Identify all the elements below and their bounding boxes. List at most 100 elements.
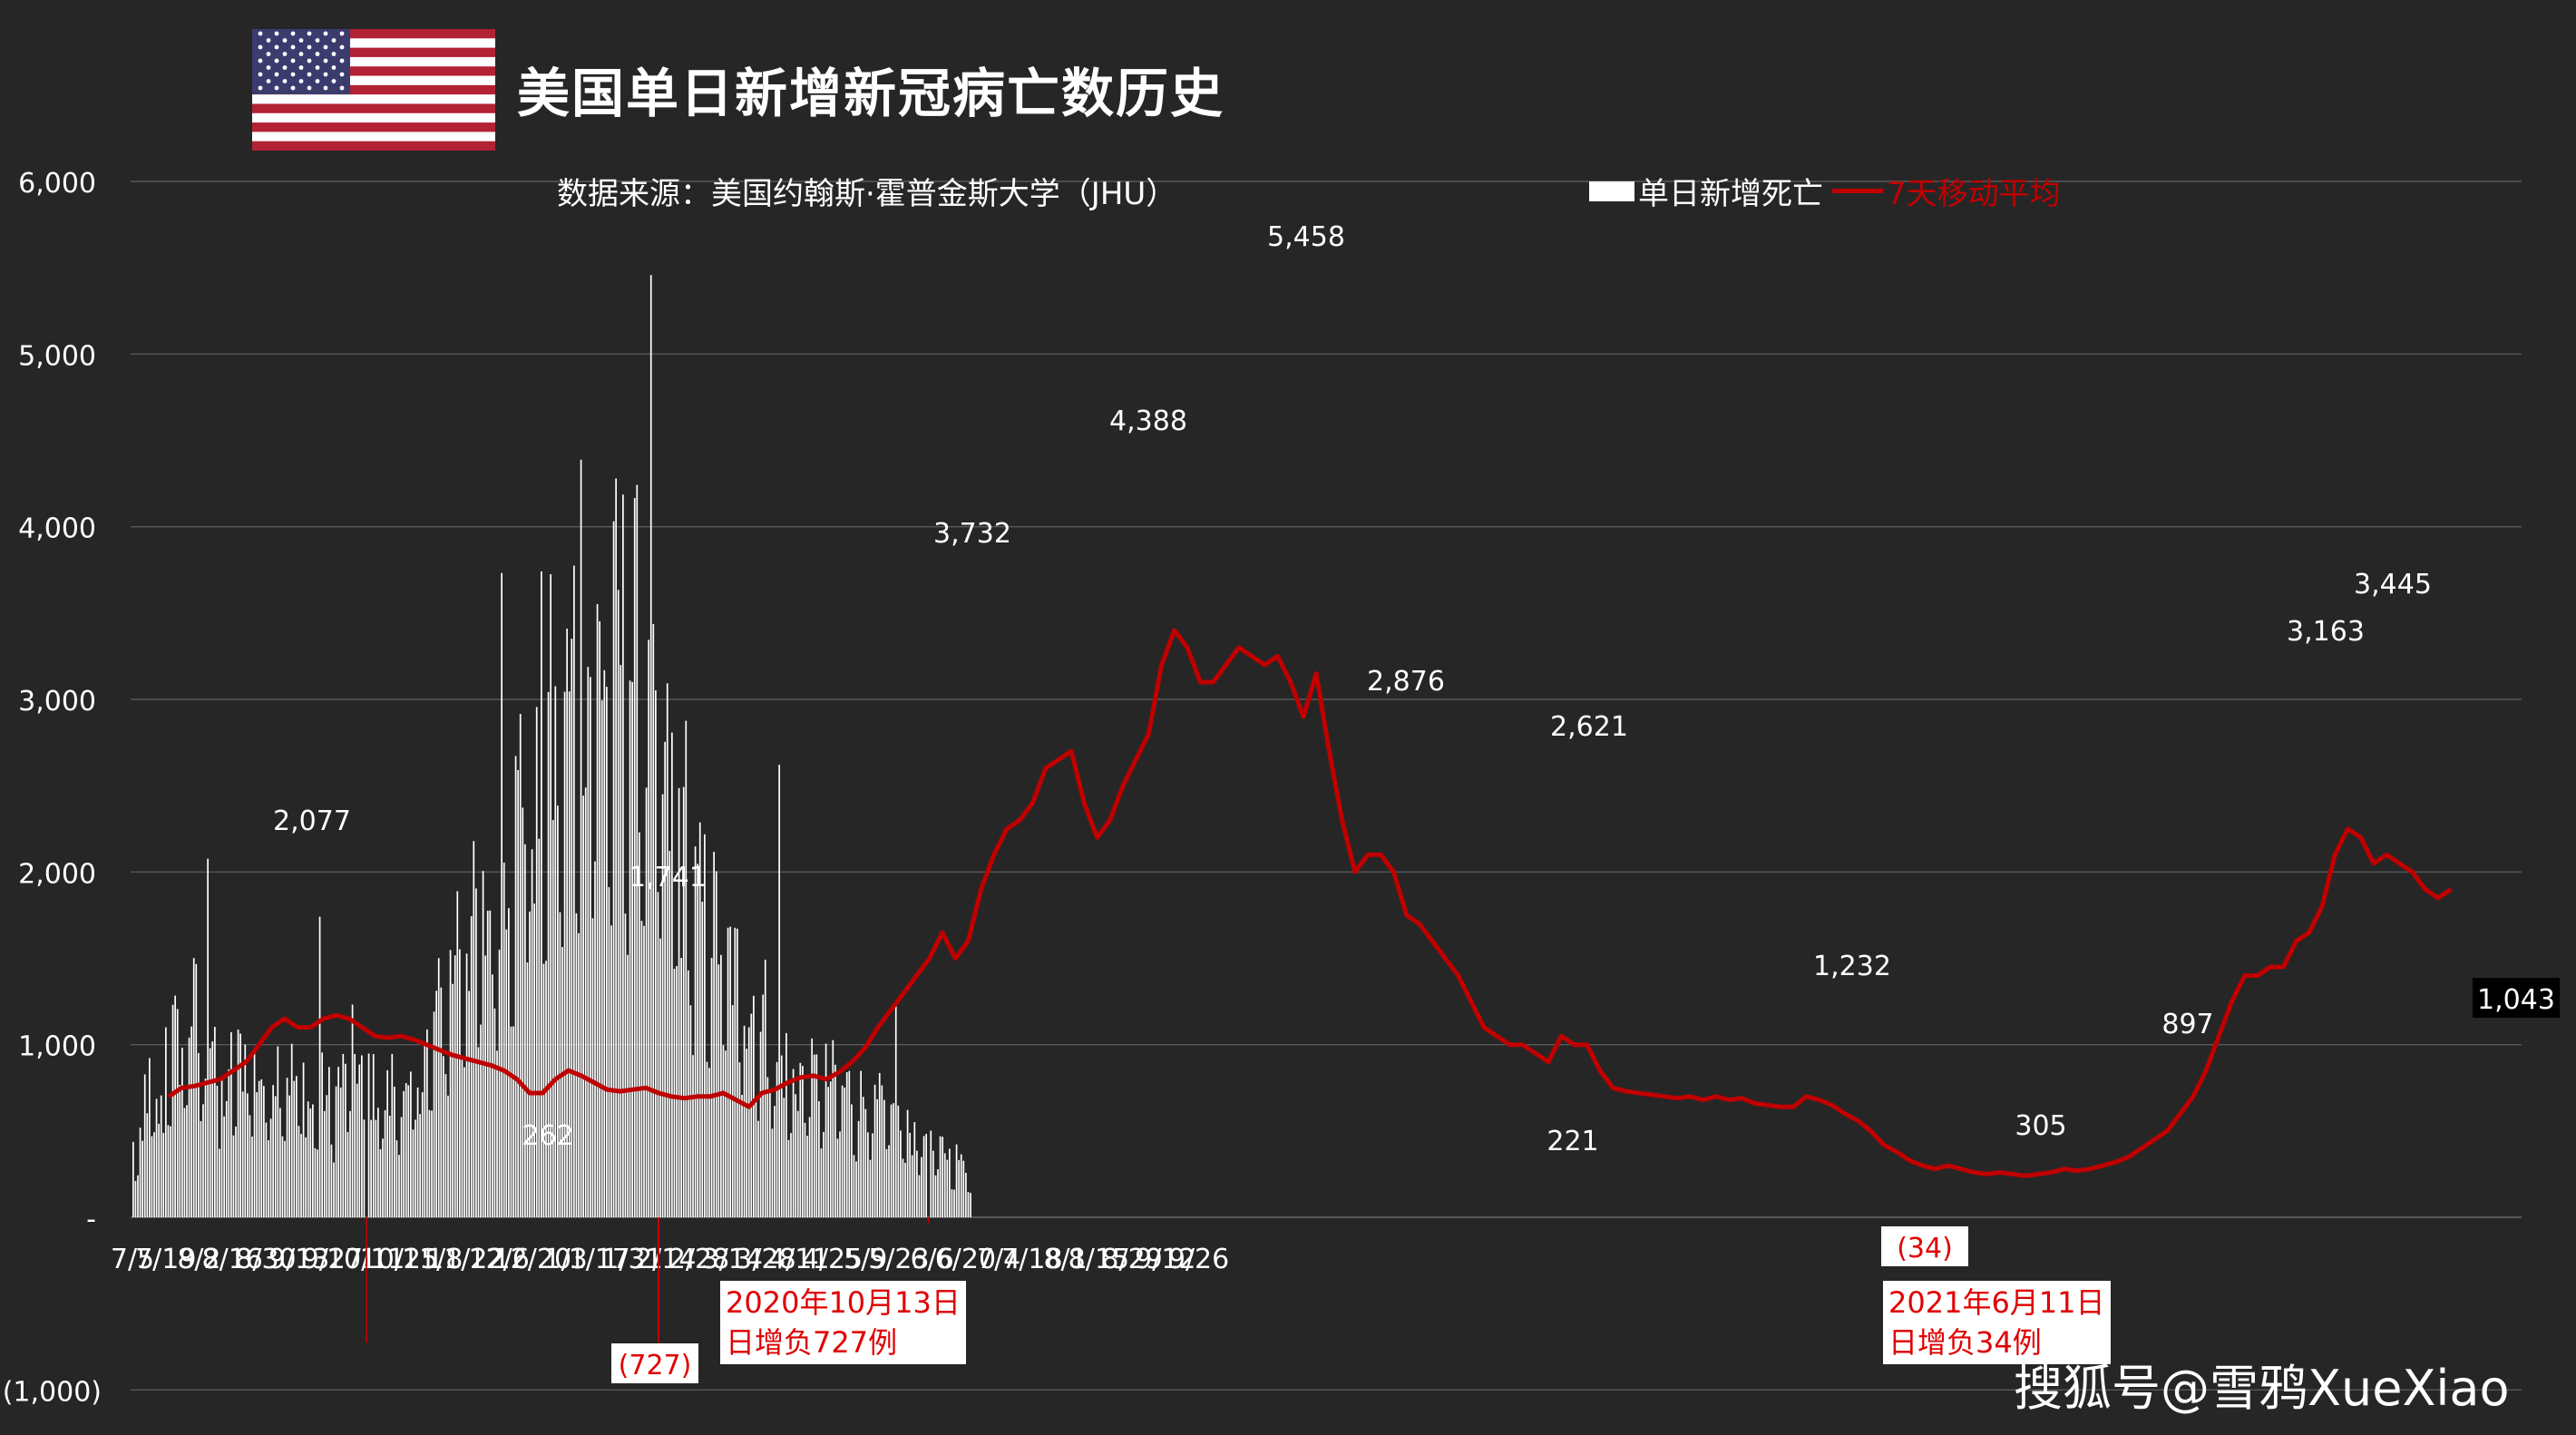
annotation-oct13: 2020年10月13日 日增负727例 xyxy=(720,1281,966,1364)
daily-bar xyxy=(321,1052,323,1217)
daily-bar-negative xyxy=(366,1217,367,1343)
daily-bar xyxy=(864,1108,867,1217)
daily-bar xyxy=(158,1123,160,1217)
y-tick-label: (1,000) xyxy=(3,1376,102,1408)
data-label: 3,445 xyxy=(2354,569,2432,600)
daily-bar xyxy=(559,912,561,1217)
daily-bar xyxy=(894,1004,897,1217)
daily-bar xyxy=(475,888,477,1217)
daily-bar xyxy=(214,1027,216,1217)
daily-bar xyxy=(582,796,585,1217)
daily-bar xyxy=(155,1098,158,1217)
daily-bar xyxy=(249,1115,251,1217)
daily-bar xyxy=(902,1158,904,1217)
daily-bar xyxy=(746,1049,748,1217)
x-tick-label: 9/26 xyxy=(1168,1244,1229,1275)
daily-bar xyxy=(493,1008,496,1217)
daily-bar xyxy=(813,1054,815,1217)
daily-bar xyxy=(346,1131,349,1217)
daily-bar xyxy=(930,1130,932,1217)
daily-bar xyxy=(951,1189,953,1217)
daily-bar xyxy=(335,1086,337,1217)
annotation-jun11-date: 2021年6月11日 xyxy=(1888,1285,2105,1320)
daily-bar xyxy=(790,1133,792,1217)
daily-bar xyxy=(937,1169,939,1217)
daily-bar xyxy=(962,1160,965,1217)
daily-bar xyxy=(394,1087,395,1217)
daily-bar xyxy=(137,1175,139,1217)
daily-bar xyxy=(415,1119,416,1217)
daily-bar xyxy=(272,1085,274,1217)
daily-bar xyxy=(354,1053,356,1217)
daily-bar xyxy=(897,1105,900,1217)
daily-bar xyxy=(710,958,713,1217)
daily-bar xyxy=(149,1058,151,1217)
daily-bar xyxy=(622,494,624,1217)
daily-bar xyxy=(305,1137,307,1217)
daily-bar xyxy=(649,275,652,1218)
daily-bar xyxy=(731,1005,734,1217)
daily-bar xyxy=(198,1052,200,1217)
data-label-box xyxy=(2473,978,2560,1018)
daily-bar xyxy=(769,1091,771,1217)
daily-bar xyxy=(855,1161,857,1217)
x-tick-label: 1/3 xyxy=(543,1244,587,1275)
x-tick-label: 8/29 xyxy=(1101,1244,1162,1275)
daily-bar xyxy=(925,1134,928,1217)
daily-bar xyxy=(680,958,683,1217)
daily-bar xyxy=(888,1145,890,1217)
daily-bar xyxy=(727,927,729,1217)
y-tick-label: 6,000 xyxy=(18,168,96,200)
daily-bar xyxy=(624,913,627,1217)
daily-bar xyxy=(181,1048,183,1217)
page-title: 美国单日新增新冠病亡数历史 xyxy=(517,63,1225,124)
daily-bar xyxy=(317,1149,318,1217)
daily-bar xyxy=(143,1074,146,1217)
daily-bar xyxy=(867,1132,869,1217)
daily-bar xyxy=(146,1113,149,1217)
daily-bar xyxy=(228,1069,230,1217)
annotation-jun11: 2021年6月11日 日增负34例 xyxy=(1883,1281,2111,1364)
daily-bar xyxy=(183,1108,186,1217)
daily-bar xyxy=(566,629,569,1217)
daily-bar xyxy=(561,947,563,1217)
daily-bar xyxy=(400,1117,403,1217)
daily-bar xyxy=(818,1100,820,1217)
daily-bar xyxy=(921,1157,922,1217)
daily-bar xyxy=(351,1004,354,1217)
daily-bar xyxy=(747,1027,750,1217)
daily-bar xyxy=(759,1031,762,1217)
daily-bar xyxy=(550,574,552,1217)
daily-bar xyxy=(202,1104,204,1217)
daily-bar xyxy=(600,700,603,1217)
daily-bar xyxy=(698,822,701,1217)
daily-bar xyxy=(541,571,542,1217)
daily-bar xyxy=(265,1122,268,1217)
daily-bar xyxy=(603,669,606,1217)
daily-bar xyxy=(778,765,781,1217)
daily-bar xyxy=(722,1045,725,1217)
data-source: 数据来源：美国约翰斯·霍普金斯大学（JHU） xyxy=(557,176,1177,212)
daily-bar xyxy=(258,1080,260,1217)
y-tick-label: 4,000 xyxy=(18,513,96,545)
daily-bar xyxy=(725,1050,727,1217)
daily-bar xyxy=(860,1070,863,1217)
y-tick-label: 5,000 xyxy=(18,340,96,372)
daily-bar xyxy=(141,1140,143,1217)
daily-bar xyxy=(949,1148,951,1217)
x-tick-label: 11/22 xyxy=(426,1244,504,1275)
daily-bar xyxy=(883,1099,885,1217)
daily-bar xyxy=(815,1054,818,1217)
x-tick-label: 11/8 xyxy=(402,1244,463,1275)
daily-bar xyxy=(190,1026,192,1217)
daily-bar xyxy=(666,683,668,1217)
daily-bar xyxy=(599,620,601,1217)
daily-bar xyxy=(848,1070,851,1217)
daily-bar xyxy=(363,1119,366,1217)
daily-bar xyxy=(151,1136,153,1217)
daily-bar xyxy=(881,1085,883,1217)
daily-bar xyxy=(743,1025,746,1217)
daily-bar xyxy=(708,1068,710,1217)
daily-bar xyxy=(444,1074,447,1217)
daily-bar xyxy=(909,1132,912,1217)
